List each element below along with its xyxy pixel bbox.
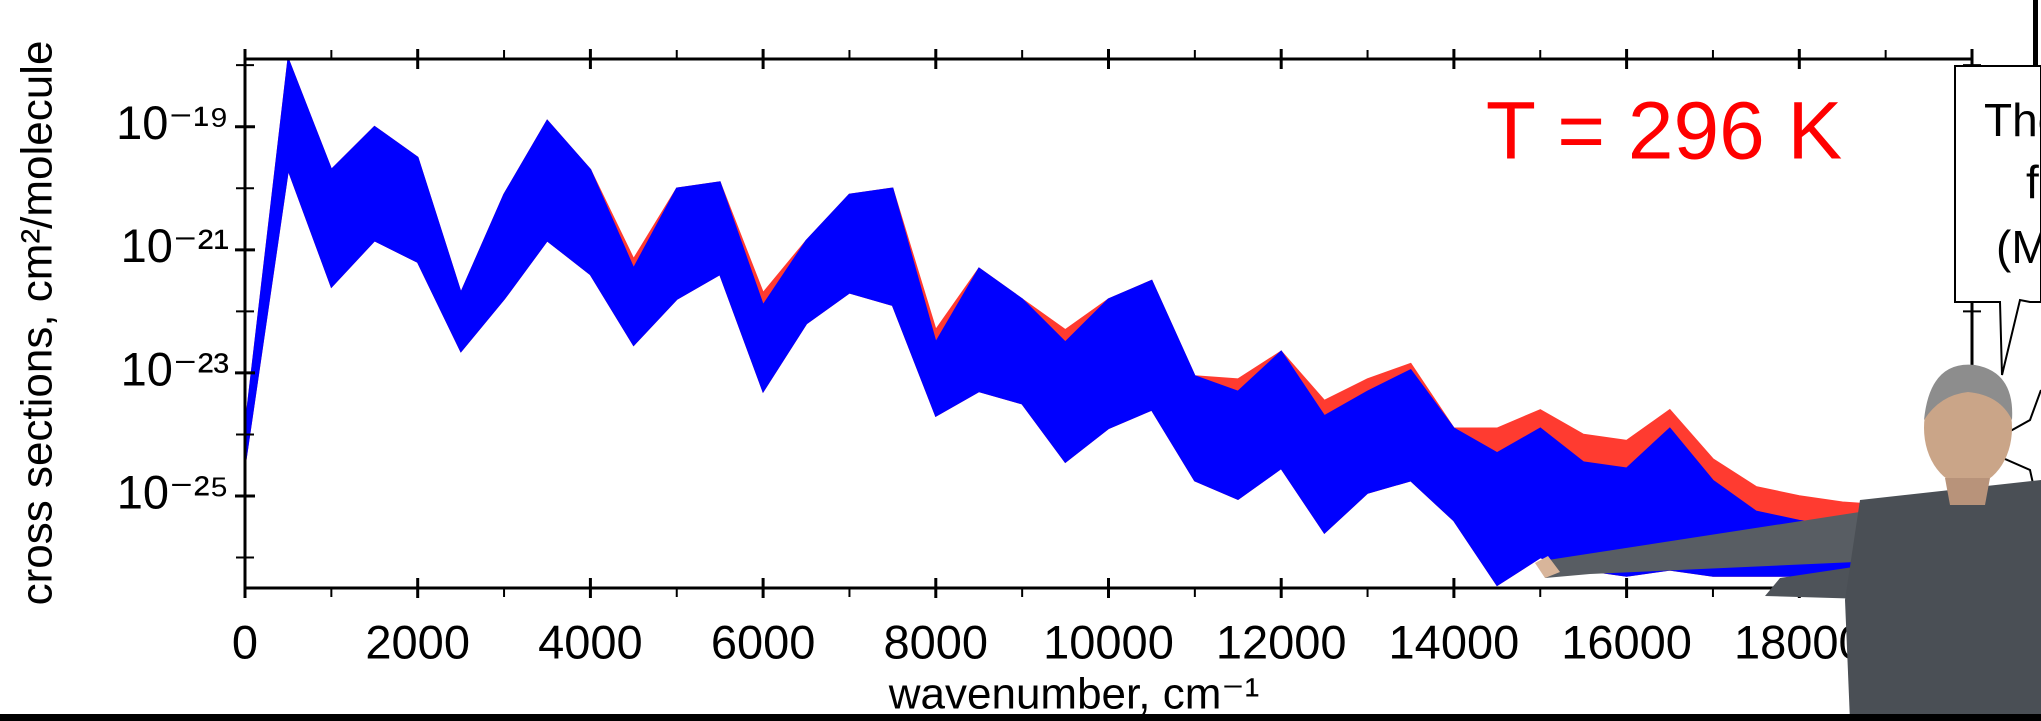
slide-border bbox=[0, 714, 2041, 721]
x-tick-label: 18000 bbox=[1734, 615, 1865, 668]
x-axis-label: wavenumber, cm⁻¹ bbox=[888, 670, 1259, 719]
presenter bbox=[1535, 364, 2041, 721]
spectrum-band bbox=[245, 59, 1972, 587]
y-tick-label: 10⁻²¹ bbox=[121, 219, 229, 272]
frame-edge bbox=[2033, 0, 2038, 66]
x-tick-label: 14000 bbox=[1389, 615, 1520, 668]
x-tick-label: 6000 bbox=[711, 615, 816, 668]
x-tick-label: 0 bbox=[232, 615, 258, 668]
y-tick-label: 10⁻²³ bbox=[121, 342, 229, 395]
y-tick-label: 10⁻¹⁹ bbox=[116, 96, 229, 149]
callout-line: (M bbox=[1996, 221, 2041, 273]
y-tick-label: 10⁻²⁵ bbox=[117, 465, 229, 518]
callout-line: The bbox=[1984, 94, 2041, 146]
plot: 0 2000 4000 6000 8000 10000 12000 14000 16000 180… bbox=[116, 49, 2037, 668]
callout-line: f bbox=[2026, 156, 2039, 208]
x-tick-label: 4000 bbox=[538, 615, 643, 668]
x-tick-label: 2000 bbox=[365, 615, 470, 668]
x-tick-label: 8000 bbox=[884, 615, 989, 668]
y-axis-label: cross sections, cm²/molecule bbox=[13, 41, 62, 606]
speech-bubble bbox=[1954, 65, 2041, 376]
x-tick-label: 12000 bbox=[1216, 615, 1347, 668]
x-tick-label: 10000 bbox=[1043, 615, 1174, 668]
temperature-annotation: T = 296 K bbox=[1486, 86, 1842, 177]
spectra bbox=[245, 59, 1972, 587]
x-tick-label: 16000 bbox=[1561, 615, 1692, 668]
